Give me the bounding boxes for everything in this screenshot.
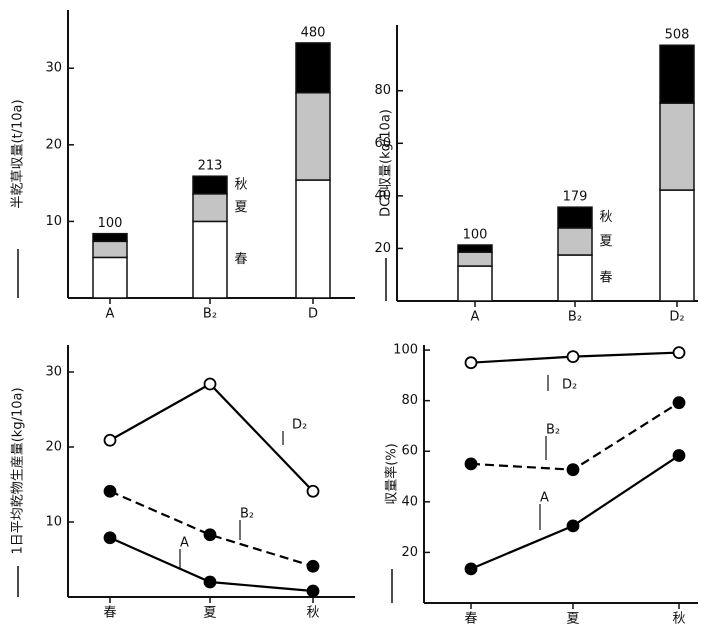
bar-segment <box>295 42 331 94</box>
line <box>109 490 314 568</box>
bar-segment <box>659 44 695 104</box>
x-tick-label: 秋 <box>672 612 685 627</box>
bar-segment <box>92 240 128 259</box>
x-tick-label: 春 <box>464 612 477 627</box>
bar-segment <box>457 251 493 267</box>
y-axis-label: 1日平均乾物生産量(kg/10a) <box>10 387 26 554</box>
y-tick-label: 80 <box>401 393 418 408</box>
legend-label: 秋 <box>599 210 612 225</box>
y-tick-label: 40 <box>374 188 391 203</box>
bar-segment <box>557 206 593 229</box>
bar-segment <box>92 256 128 299</box>
marker <box>566 463 580 477</box>
marker <box>103 433 117 447</box>
legend-label: 春 <box>599 271 612 286</box>
y-tick-label: 80 <box>374 83 391 98</box>
bar-segment <box>659 102 695 191</box>
x-tick-label: 春 <box>103 606 116 621</box>
x-tick-label: 夏 <box>203 606 216 621</box>
series-label: B₂ <box>240 507 254 522</box>
bar-label: 179 <box>563 190 588 205</box>
bar-label: 100 <box>98 216 123 231</box>
x-tick-label: A <box>106 307 115 322</box>
bar-label: 100 <box>463 228 488 243</box>
bar-segment <box>457 244 493 253</box>
marker <box>672 396 686 410</box>
y-tick-label: 30 <box>45 61 62 76</box>
marker <box>306 584 320 598</box>
series-label: A <box>180 536 189 551</box>
y-tick-label: 100 <box>393 343 418 358</box>
bar-label: 480 <box>301 25 326 40</box>
marker <box>103 531 117 545</box>
y-tick-label: 60 <box>374 136 391 151</box>
y-tick-label: 10 <box>45 515 62 530</box>
marker <box>566 519 580 533</box>
marker <box>672 346 686 359</box>
x-tick-label: B₂ <box>203 307 217 322</box>
marker <box>306 559 320 573</box>
series-label: A <box>540 491 549 506</box>
bar-segment <box>192 220 228 299</box>
x-tick-label: B₂ <box>568 310 582 325</box>
y-axis-label: 収量率(%) <box>384 443 400 505</box>
bar-segment <box>557 254 593 302</box>
bar-segment <box>192 175 228 195</box>
marker <box>306 484 320 498</box>
line <box>470 401 680 471</box>
y-tick-label: 40 <box>401 494 418 509</box>
bar-segment <box>92 232 128 243</box>
x-tick-label: 秋 <box>306 606 319 621</box>
x-tick-label: 夏 <box>566 612 579 627</box>
x-tick-label: A <box>471 310 480 325</box>
series-label: D₂ <box>292 418 307 433</box>
bar-segment <box>659 189 695 302</box>
legend-label: 春 <box>234 252 247 267</box>
marker <box>464 457 478 471</box>
y-tick-label: 10 <box>45 214 62 229</box>
marker <box>566 350 580 364</box>
y-axis-label: 半乾草収量(t/10a) <box>11 99 26 208</box>
marker <box>203 528 217 542</box>
bar-segment <box>557 227 593 256</box>
y-tick-label: 20 <box>374 241 391 256</box>
bar-segment <box>295 91 331 181</box>
series-label: D₂ <box>562 378 577 393</box>
x-tick-label: D₂ <box>669 310 684 325</box>
series-label: B₂ <box>546 423 560 438</box>
legend-label: 夏 <box>234 200 247 215</box>
marker <box>672 449 686 462</box>
marker <box>203 377 217 391</box>
legend-label: 夏 <box>599 234 612 249</box>
bar-label: 508 <box>665 28 690 43</box>
y-tick-label: 20 <box>45 440 62 455</box>
marker <box>103 484 117 498</box>
marker <box>203 575 217 589</box>
marker <box>464 562 478 576</box>
bar-segment <box>457 265 493 302</box>
bar-segment <box>295 179 331 299</box>
y-axis-label: DCP収量(kg/10a) <box>379 109 394 217</box>
y-tick-label: 20 <box>45 137 62 152</box>
legend-label: 秋 <box>234 178 247 193</box>
y-tick-label: 60 <box>401 444 418 459</box>
y-tick-label: 30 <box>45 365 62 380</box>
x-tick-label: D <box>308 307 318 322</box>
y-tick-label: 20 <box>401 545 418 560</box>
bar-label: 213 <box>198 159 223 174</box>
marker <box>464 356 478 370</box>
bar-segment <box>192 193 228 223</box>
